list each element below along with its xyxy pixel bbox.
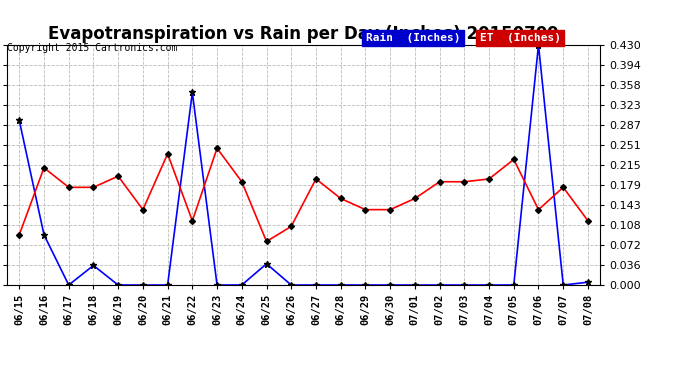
Title: Evapotranspiration vs Rain per Day (Inches) 20150709: Evapotranspiration vs Rain per Day (Inch… — [48, 26, 559, 44]
Text: Rain  (Inches): Rain (Inches) — [366, 33, 460, 43]
Text: Copyright 2015 Cartronics.com: Copyright 2015 Cartronics.com — [7, 43, 177, 52]
Text: ET  (Inches): ET (Inches) — [480, 33, 560, 43]
